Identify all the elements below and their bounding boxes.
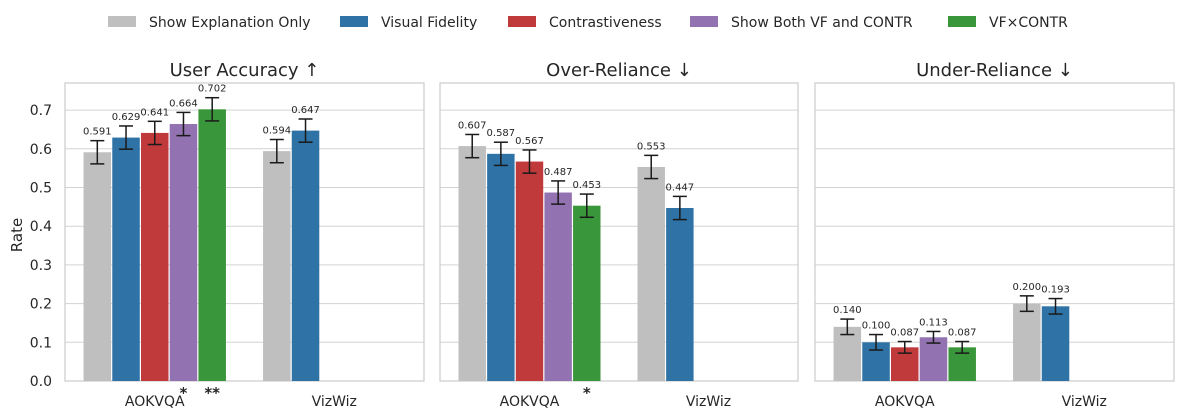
bar bbox=[169, 124, 198, 381]
y-tick-label: 0.3 bbox=[30, 258, 52, 274]
legend-swatch bbox=[948, 16, 976, 27]
y-tick-label: 0.7 bbox=[30, 103, 52, 119]
bar bbox=[573, 205, 601, 381]
bar bbox=[487, 153, 515, 381]
bar bbox=[515, 161, 544, 381]
data-label: 0.447 bbox=[666, 182, 695, 193]
chart-title: Under-Reliance ↓ bbox=[916, 60, 1073, 81]
significance-marker: * bbox=[180, 384, 188, 402]
bar bbox=[1041, 306, 1070, 381]
legend-swatch bbox=[690, 16, 718, 27]
panel-frame bbox=[814, 82, 1175, 382]
data-label: 0.200 bbox=[1012, 282, 1041, 293]
data-label: 0.607 bbox=[458, 120, 487, 131]
y-axis-label: Rate bbox=[8, 218, 26, 252]
x-tick-label: AOKVQA bbox=[125, 394, 185, 410]
data-label: 0.664 bbox=[169, 98, 198, 109]
panel-frame bbox=[439, 82, 799, 382]
significance-marker: ** bbox=[204, 384, 220, 402]
data-label: 0.591 bbox=[83, 127, 112, 138]
data-label: 0.641 bbox=[140, 107, 169, 118]
y-tick-label: 0.1 bbox=[30, 335, 52, 351]
bar bbox=[666, 208, 694, 381]
bar bbox=[83, 152, 112, 381]
bar bbox=[1013, 303, 1041, 381]
chart-panel-1: 0.0 0.1 0.2 0.3 0.4 0.5 0.6 0.7 User Accuracy ↑ A… bbox=[30, 60, 425, 410]
legend-swatch bbox=[340, 16, 368, 27]
bar bbox=[544, 192, 572, 381]
data-label: 0.453 bbox=[572, 180, 601, 191]
y-tick-label: 0.4 bbox=[30, 219, 52, 235]
x-tick-label: AOKVQA bbox=[500, 394, 560, 410]
y-tick-label: 0.2 bbox=[30, 297, 52, 313]
bar bbox=[458, 146, 486, 381]
x-tick-label: AOKVQA bbox=[875, 394, 935, 410]
legend-label: Show Explanation Only bbox=[149, 15, 311, 31]
chart-title: User Accuracy ↑ bbox=[170, 60, 320, 81]
y-tick-label: 0.0 bbox=[30, 374, 52, 390]
legend-label: Contrastiveness bbox=[549, 15, 662, 31]
legend-swatch bbox=[508, 16, 536, 27]
bar bbox=[263, 151, 291, 381]
x-tick-label: VizWiz bbox=[1062, 394, 1107, 410]
data-label: 0.113 bbox=[919, 317, 948, 328]
legend-swatch bbox=[108, 16, 136, 27]
data-label: 0.193 bbox=[1041, 285, 1070, 296]
data-label: 0.647 bbox=[291, 105, 320, 116]
y-tick-label: 0.5 bbox=[30, 180, 52, 196]
bar bbox=[833, 326, 862, 381]
data-label: 0.087 bbox=[890, 328, 919, 339]
significance-marker: * bbox=[583, 384, 591, 402]
legend-label: Visual Fidelity bbox=[381, 15, 477, 31]
bar bbox=[637, 166, 665, 381]
panel-frame bbox=[64, 82, 425, 382]
data-label: 0.629 bbox=[112, 112, 141, 123]
data-label: 0.100 bbox=[862, 321, 891, 332]
chart-panel-3: Under-Reliance ↓AOKVQA0.1400.1000.0870.1… bbox=[814, 60, 1175, 410]
legend: Show Explanation Only Visual Fidelity Cont… bbox=[108, 15, 1068, 31]
data-label: 0.594 bbox=[262, 126, 291, 137]
bar bbox=[112, 137, 140, 381]
y-tick-label: 0.6 bbox=[30, 142, 52, 158]
data-label: 0.587 bbox=[487, 128, 516, 139]
legend-label: VF×CONTR bbox=[989, 15, 1068, 31]
data-label: 0.553 bbox=[637, 141, 666, 152]
bar bbox=[919, 337, 948, 381]
bar bbox=[291, 130, 320, 381]
chart-title: Over-Reliance ↓ bbox=[546, 60, 692, 81]
bar bbox=[198, 109, 226, 381]
chart-panels: 0.0 0.1 0.2 0.3 0.4 0.5 0.6 0.7 User Accuracy ↑ A… bbox=[30, 60, 1175, 410]
x-tick-label: VizWiz bbox=[312, 394, 357, 410]
bar bbox=[140, 132, 169, 381]
data-label: 0.702 bbox=[198, 84, 227, 95]
x-tick-label: VizWiz bbox=[686, 394, 731, 410]
legend-label: Show Both VF and CONTR bbox=[731, 15, 913, 31]
data-label: 0.487 bbox=[544, 167, 573, 178]
data-label: 0.567 bbox=[515, 136, 544, 147]
data-label: 0.140 bbox=[833, 305, 862, 316]
data-label: 0.087 bbox=[948, 328, 977, 339]
